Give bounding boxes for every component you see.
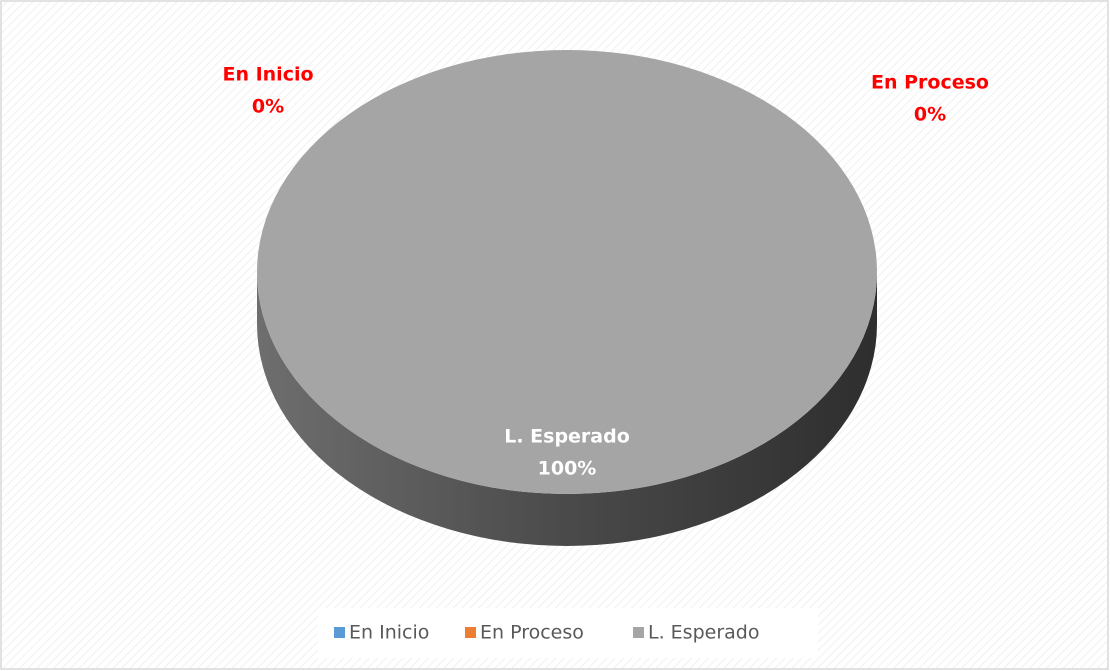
slice [257, 50, 877, 494]
legend-label: En Proceso [480, 622, 584, 644]
legend-swatch [465, 627, 476, 638]
legend-swatch [334, 627, 345, 638]
data-label-value: 100% [538, 458, 597, 480]
slice-side [257, 272, 877, 546]
data-label-name: En Inicio [222, 64, 313, 86]
data-label-name: L. Esperado [504, 426, 630, 448]
data-label-name: En Proceso [871, 72, 989, 94]
legend-swatch [633, 627, 644, 638]
data-label-value: 0% [914, 104, 946, 126]
legend-box [318, 608, 818, 658]
pie [257, 50, 877, 546]
legend-label: L. Esperado [648, 622, 759, 644]
data-labels: En Inicio 0% En Proceso 0% L. Esperado 100% [222, 64, 989, 480]
data-label-value: 0% [252, 96, 284, 118]
legend: En Inicio En Proceso L. Esperado [334, 622, 759, 644]
legend-label: En Inicio [349, 622, 429, 644]
